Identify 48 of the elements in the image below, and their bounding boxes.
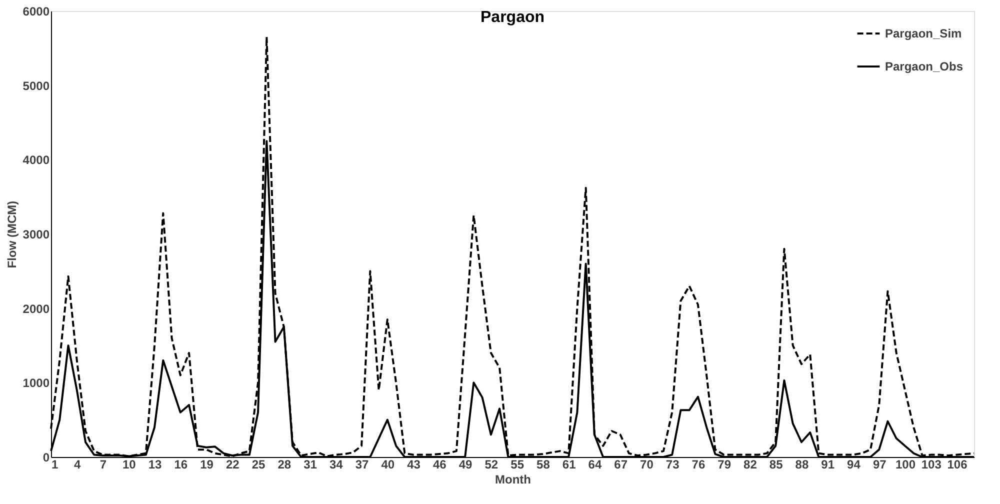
x-tick-label: 22 xyxy=(226,458,240,472)
x-tick-label: 88 xyxy=(795,458,809,472)
x-tick-label: 76 xyxy=(692,458,706,472)
x-tick-label: 67 xyxy=(614,458,628,472)
x-tick-label: 49 xyxy=(458,458,473,472)
y-tick-label: 1000 xyxy=(22,376,50,390)
y-tick-label: 4000 xyxy=(22,153,50,168)
x-tick-label: 16 xyxy=(174,458,188,472)
legend-label: Pargaon_Sim xyxy=(885,26,962,40)
x-tick-label: 58 xyxy=(536,458,550,472)
x-tick-label: 55 xyxy=(510,458,524,472)
x-tick-label: 79 xyxy=(718,458,732,472)
x-tick-label: 103 xyxy=(921,458,942,472)
x-tick-label: 10 xyxy=(122,458,136,472)
x-tick-label: 40 xyxy=(381,458,395,472)
x-tick-label: 61 xyxy=(562,458,576,472)
x-tick-label: 64 xyxy=(588,458,602,472)
x-axis-title: Month xyxy=(495,472,531,486)
x-tick-label: 31 xyxy=(304,458,318,472)
x-tick-label: 28 xyxy=(278,458,292,472)
x-tick-label: 91 xyxy=(821,458,835,472)
x-tick-label: 37 xyxy=(355,458,370,472)
x-tick-label: 82 xyxy=(744,458,758,472)
x-tick-label: 46 xyxy=(433,458,447,472)
y-axis-title: Flow (MCM) xyxy=(4,200,19,268)
legend-label: Pargaon_Obs xyxy=(885,60,964,74)
x-tick-label: 70 xyxy=(640,458,654,472)
y-tick-label: 2000 xyxy=(22,302,50,316)
x-tick-label: 97 xyxy=(872,458,887,472)
y-tick-label: 3000 xyxy=(22,228,50,242)
x-tick-label: 34 xyxy=(329,458,344,472)
x-tick-label: 43 xyxy=(407,458,421,472)
x-tick-label: 4 xyxy=(74,458,82,472)
x-tick-label: 7 xyxy=(100,458,107,472)
x-tick-label: 13 xyxy=(148,458,162,472)
x-tick-label: 106 xyxy=(947,458,968,472)
x-tick-label: 100 xyxy=(895,458,916,472)
y-tick-label: 6000 xyxy=(22,4,50,18)
x-tick-label: 73 xyxy=(666,458,680,472)
x-tick-label: 94 xyxy=(847,458,861,472)
x-tick-label: 1 xyxy=(52,458,58,472)
x-tick-label: 52 xyxy=(484,458,498,472)
chart-title: Pargaon xyxy=(480,9,545,26)
x-tick-label: 25 xyxy=(252,458,266,472)
x-tick-label: 85 xyxy=(769,458,784,472)
y-tick-label: 0 xyxy=(42,450,50,464)
y-tick-label: 5000 xyxy=(22,78,50,93)
x-tick-label: 19 xyxy=(200,458,214,472)
